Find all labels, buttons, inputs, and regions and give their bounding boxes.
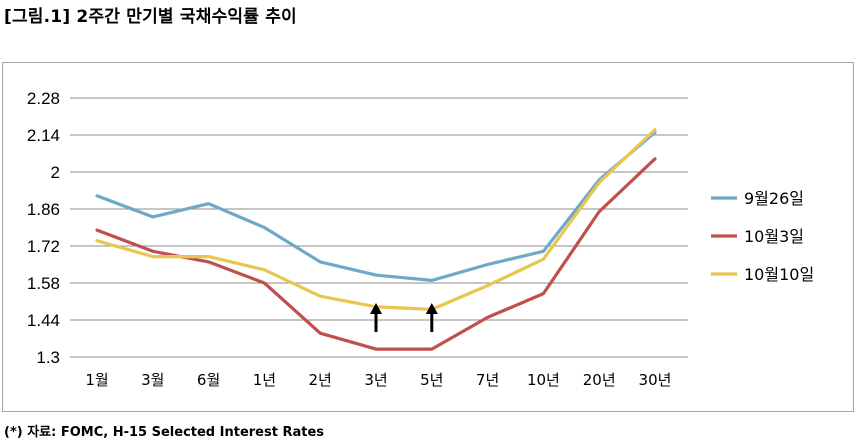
y-tick-label: 1.3: [36, 348, 60, 367]
up-arrow-head: [370, 303, 382, 314]
series-line: [95, 157, 657, 351]
x-tick-label: 20년: [583, 371, 616, 389]
source-footnote: (*) 자료: FOMC, H-15 Selected Interest Rat…: [4, 425, 325, 440]
x-tick-label: 6월: [197, 371, 220, 389]
x-tick-label: 3년: [364, 371, 387, 389]
x-tick-label: 1월: [85, 371, 108, 389]
x-tick-label: 5년: [420, 371, 443, 389]
x-tick-label: 1년: [253, 371, 276, 389]
gridlines: [70, 97, 688, 358]
series-line: [95, 128, 657, 311]
annotations: [370, 303, 438, 332]
x-tick-label: 30년: [639, 371, 672, 389]
y-tick-label: 2: [51, 163, 60, 182]
y-tick-label: 1.72: [27, 237, 60, 256]
figure-title: [그림.1] 2주간 만기별 국채수익률 추이: [4, 7, 297, 27]
x-tick-label: 2년: [309, 371, 332, 389]
x-axis-ticks: 1월 3월 6월 1년 2년 3년 5년 7년 10년 20년 30년: [85, 371, 671, 389]
x-tick-label: 10년: [527, 371, 560, 389]
legend-label: 9월26일: [744, 189, 804, 208]
series-line: [95, 130, 657, 282]
legend-label: 10월3일: [744, 227, 804, 246]
y-tick-label: 1.86: [27, 200, 60, 219]
x-tick-label: 7년: [476, 371, 499, 389]
y-tick-label: 1.44: [27, 311, 60, 330]
y-tick-label: 2.28: [27, 89, 60, 108]
y-tick-label: 1.58: [27, 274, 60, 293]
y-axis-ticks: 2.28 2.14 2 1.86 1.72 1.58 1.44 1.3: [27, 89, 60, 367]
x-tick-label: 3월: [141, 371, 164, 389]
legend-label: 10월10일: [744, 265, 814, 284]
legend: 9월26일 10월3일 10월10일: [711, 189, 814, 284]
y-tick-label: 2.14: [27, 126, 60, 145]
up-arrow-head: [425, 303, 438, 314]
